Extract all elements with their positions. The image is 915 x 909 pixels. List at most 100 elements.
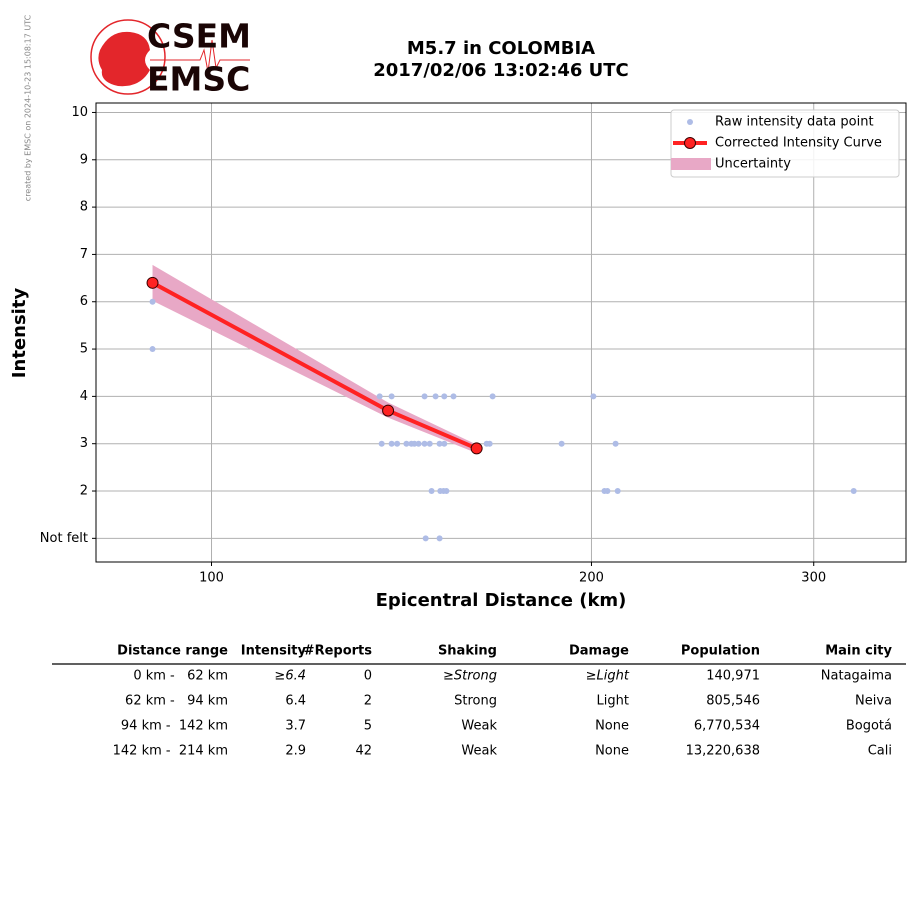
- data-point: [489, 393, 496, 400]
- table-cell: ≥6.4: [274, 669, 306, 684]
- data-point: [436, 440, 443, 447]
- data-point: [149, 346, 156, 353]
- data-point: [403, 440, 410, 447]
- table-header: Main city: [825, 644, 892, 659]
- table-cell: 94 km - 142 km: [121, 719, 228, 734]
- table-header: Damage: [569, 644, 629, 659]
- table-cell: 142 km - 214 km: [113, 744, 228, 759]
- data-point: [850, 488, 857, 495]
- table-cell: Cali: [868, 744, 892, 759]
- table-cell: Light: [597, 694, 629, 709]
- table-cell: 6.4: [285, 694, 306, 709]
- data-point: [394, 440, 401, 447]
- plot-frame: [95, 102, 907, 563]
- table-header: Population: [681, 644, 760, 659]
- uncertainty-band: [152, 264, 477, 454]
- data-point: [428, 488, 435, 495]
- table-cell: 13,220,638: [686, 744, 760, 759]
- legend-marker: [684, 137, 696, 149]
- table-cell: 2: [364, 694, 372, 709]
- x-tick-label: 300: [801, 571, 826, 586]
- table-header: #Reports: [304, 644, 373, 659]
- y-tick-label: 7: [80, 247, 88, 262]
- table-cell: Natagaima: [821, 669, 892, 684]
- logo-wave: [150, 39, 250, 73]
- table-cell: None: [595, 744, 629, 759]
- data-point: [486, 440, 493, 447]
- y-tick-label: 5: [80, 342, 88, 357]
- logo-text: CSEM: [147, 17, 251, 56]
- credit: created by EMSC on 2024-10-23 15:08:17 U…: [24, 14, 33, 201]
- data-point: [614, 488, 621, 495]
- table-cell: ≥Strong: [443, 669, 497, 684]
- x-tick-label: 200: [579, 571, 604, 586]
- table-header: Shaking: [438, 644, 497, 659]
- table-cell: 805,546: [706, 694, 760, 709]
- logo-text: EMSC: [147, 60, 250, 99]
- table-cell: 140,971: [706, 669, 760, 684]
- data-point: [149, 298, 156, 305]
- data-point: [443, 488, 450, 495]
- data-point: [590, 393, 597, 400]
- legend-label: Corrected Intensity Curve: [715, 136, 882, 151]
- data-point: [388, 393, 395, 400]
- legend-label: Uncertainty: [715, 157, 791, 172]
- y-tick-label: Not felt: [40, 531, 88, 546]
- data-point: [558, 440, 565, 447]
- data-point: [388, 440, 395, 447]
- y-axis-label: Intensity: [9, 288, 30, 379]
- logo-ring: [90, 19, 166, 95]
- table-cell: Neiva: [855, 694, 892, 709]
- data-point: [422, 535, 429, 542]
- table-cell: Weak: [461, 719, 497, 734]
- table-cell: 5: [364, 719, 372, 734]
- data-point: [415, 440, 422, 447]
- data-point: [604, 488, 611, 495]
- y-tick-label: 3: [80, 436, 88, 451]
- legend-box: [670, 109, 900, 178]
- y-tick-label: 2: [80, 484, 88, 499]
- table-cell: Bogotá: [846, 719, 892, 734]
- table-cell: None: [595, 719, 629, 734]
- data-point: [421, 393, 428, 400]
- table-cell: 0 km - 62 km: [133, 669, 228, 684]
- logo-map: [98, 31, 150, 87]
- curve-point: [470, 442, 483, 455]
- logo: CSEM EMSC: [90, 17, 251, 99]
- y-tick-label: 9: [80, 152, 88, 167]
- data-point: [426, 440, 433, 447]
- data-point: [432, 393, 439, 400]
- y-tick-label: 10: [71, 105, 88, 120]
- curve-point: [382, 404, 395, 417]
- legend-marker: [687, 119, 693, 125]
- table-cell: 42: [355, 744, 372, 759]
- x-axis-label: Epicentral Distance (km): [376, 590, 627, 611]
- table-cell: Weak: [461, 744, 497, 759]
- data-point: [378, 440, 385, 447]
- table-cell: 62 km - 94 km: [125, 694, 228, 709]
- y-tick-label: 4: [80, 389, 88, 404]
- data-point: [441, 440, 448, 447]
- table-cell: ≥Light: [586, 669, 630, 684]
- data-point: [441, 393, 448, 400]
- chart-title: M5.7 in COLOMBIA: [407, 38, 595, 59]
- table-header: Distance range: [117, 644, 228, 659]
- curve-point: [146, 276, 159, 289]
- legend-marker: [671, 158, 711, 170]
- data-point: [421, 440, 428, 447]
- y-tick-label: 8: [80, 200, 88, 215]
- table-cell: 3.7: [285, 719, 306, 734]
- data-point: [436, 535, 443, 542]
- chart-subtitle: 2017/02/06 13:02:46 UTC: [373, 60, 629, 81]
- table-cell: 6,770,534: [694, 719, 760, 734]
- y-tick-label: 6: [80, 294, 88, 309]
- table-header: Intensity: [241, 644, 307, 659]
- table-cell: 2.9: [285, 744, 306, 759]
- legend: Raw intensity data point Corrected Intens…: [670, 109, 900, 178]
- legend-label: Raw intensity data point: [715, 115, 874, 130]
- plot-area: [96, 103, 906, 562]
- x-tick-label: 100: [199, 571, 224, 586]
- table-cell: 0: [364, 669, 372, 684]
- table-cell: Strong: [454, 694, 497, 709]
